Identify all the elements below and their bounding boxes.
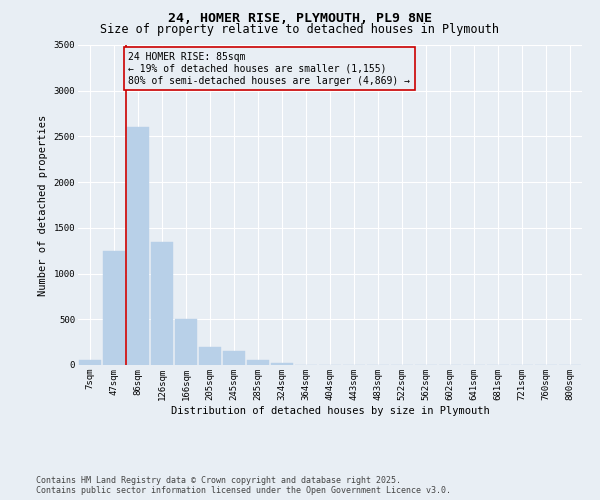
Bar [151,242,173,365]
Bar [271,363,293,365]
Text: 24 HOMER RISE: 85sqm
← 19% of detached houses are smaller (1,155)
80% of semi-de: 24 HOMER RISE: 85sqm ← 19% of detached h… [128,52,410,86]
Bar [199,346,221,365]
Text: 24, HOMER RISE, PLYMOUTH, PL9 8NE: 24, HOMER RISE, PLYMOUTH, PL9 8NE [168,12,432,26]
Bar [103,250,125,365]
Bar [79,360,101,365]
Bar [247,360,269,365]
Text: Contains HM Land Registry data © Crown copyright and database right 2025.
Contai: Contains HM Land Registry data © Crown c… [36,476,451,495]
Bar [175,320,197,365]
Y-axis label: Number of detached properties: Number of detached properties [38,114,48,296]
Bar [127,128,149,365]
X-axis label: Distribution of detached houses by size in Plymouth: Distribution of detached houses by size … [170,406,490,415]
Text: Size of property relative to detached houses in Plymouth: Size of property relative to detached ho… [101,22,499,36]
Bar [223,352,245,365]
